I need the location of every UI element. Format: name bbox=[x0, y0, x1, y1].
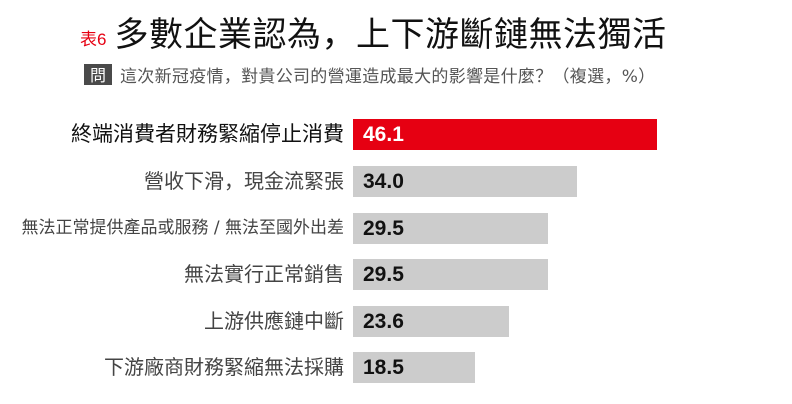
bar-label: 上游供應鏈中斷 bbox=[204, 309, 344, 333]
bar-label: 下游廠商財務緊縮無法採購 bbox=[104, 355, 344, 379]
bar-label: 終端消費者財務緊縮停止消費 bbox=[71, 122, 344, 146]
table-number: 表6 bbox=[80, 30, 107, 49]
bar: 29.5 bbox=[353, 259, 548, 290]
bar-value: 34.0 bbox=[363, 170, 404, 193]
bar-label: 無法正常提供產品或服務 / 無法至國外出差 bbox=[21, 218, 344, 238]
bar: 29.5 bbox=[353, 213, 548, 244]
question-row: 問 這次新冠疫情，對貴公司的營運造成最大的影響是什麼？（複選，%） bbox=[84, 62, 656, 87]
bar-row: 營收下滑，現金流緊張 34.0 bbox=[0, 166, 792, 197]
bar-value: 29.5 bbox=[363, 217, 404, 240]
bar-highlighted: 46.1 bbox=[353, 119, 657, 150]
bar-value: 46.1 bbox=[363, 123, 404, 146]
bar-row: 終端消費者財務緊縮停止消費 46.1 bbox=[0, 119, 792, 150]
question-badge: 問 bbox=[84, 63, 112, 85]
bar-value: 29.5 bbox=[363, 263, 404, 286]
bar-row: 無法實行正常銷售 29.5 bbox=[0, 259, 792, 290]
chart-title: 多數企業認為，上下游斷鏈無法獨活 bbox=[114, 15, 667, 55]
bar-value: 23.6 bbox=[363, 310, 404, 333]
bar: 18.5 bbox=[353, 352, 475, 383]
bar-label: 營收下滑，現金流緊張 bbox=[144, 169, 344, 193]
bar-label: 無法實行正常銷售 bbox=[184, 262, 344, 286]
bar-value: 18.5 bbox=[363, 356, 404, 379]
question-text: 這次新冠疫情，對貴公司的營運造成最大的影響是什麼？（複選，%） bbox=[120, 66, 656, 87]
bar-row: 上游供應鏈中斷 23.6 bbox=[0, 306, 792, 337]
bar-row: 下游廠商財務緊縮無法採購 18.5 bbox=[0, 352, 792, 383]
bar-row: 無法正常提供產品或服務 / 無法至國外出差 29.5 bbox=[0, 213, 792, 244]
chart-header: 表6 多數企業認為，上下游斷鏈無法獨活 bbox=[80, 12, 666, 56]
bar: 34.0 bbox=[353, 166, 577, 197]
bar: 23.6 bbox=[353, 306, 509, 337]
